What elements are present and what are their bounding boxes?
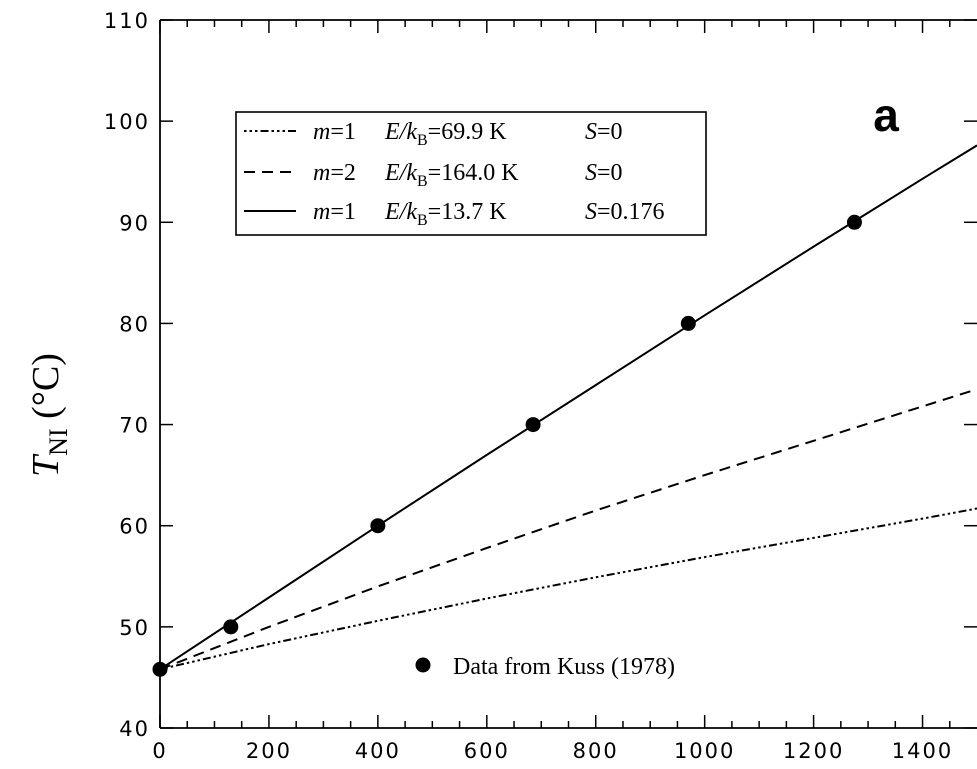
series-line-dashed bbox=[159, 388, 977, 671]
x-tick-label: 200 bbox=[246, 739, 292, 763]
legend-energy-label: E/kB=164.0 K bbox=[384, 160, 519, 190]
data-point bbox=[223, 619, 239, 635]
data-point bbox=[370, 518, 386, 534]
data-point bbox=[152, 661, 168, 677]
legend-s-label: S=0 bbox=[585, 160, 623, 186]
legend-box bbox=[235, 111, 707, 236]
y-tick-label: 40 bbox=[119, 717, 150, 741]
axis-tick-labels: 0 200 400 600 800 1000 1200 1400 40 50 60 70 80 90 100… bbox=[104, 9, 953, 763]
series-line-dashdot bbox=[159, 507, 977, 671]
panel-label: a bbox=[873, 89, 899, 141]
data-legend: Data from Kuss (1978) bbox=[415, 654, 675, 680]
data-point bbox=[680, 315, 696, 331]
legend-energy-label: E/kB=69.9 K bbox=[384, 119, 507, 149]
legend-m-label: m=1 bbox=[313, 199, 356, 225]
legend-m-label: m=2 bbox=[313, 160, 356, 186]
y-axis-label: TNI (°C) bbox=[25, 353, 73, 477]
x-tick-label: 1200 bbox=[783, 739, 844, 763]
data-point bbox=[525, 417, 541, 433]
x-tick-label: 1400 bbox=[892, 739, 953, 763]
y-tick-label: 110 bbox=[104, 9, 150, 33]
data-markers bbox=[152, 214, 862, 677]
legend-energy-label: E/kB=13.7 K bbox=[384, 199, 507, 229]
data-legend-label: Data from Kuss (1978) bbox=[453, 654, 675, 680]
x-tick-label: 800 bbox=[573, 739, 619, 763]
x-tick-label: 400 bbox=[355, 739, 401, 763]
y-tick-label: 70 bbox=[119, 414, 150, 438]
legend-s-label: S=0 bbox=[585, 119, 623, 145]
y-tick-label: 60 bbox=[119, 515, 150, 539]
x-tick-label: 600 bbox=[464, 739, 510, 763]
x-tick-label: 1000 bbox=[674, 739, 735, 763]
legend-m-label: m=1 bbox=[313, 119, 356, 145]
series-lines bbox=[159, 144, 977, 671]
y-tick-label: 80 bbox=[119, 312, 150, 336]
y-tick-label: 100 bbox=[104, 110, 150, 134]
series-line-solid bbox=[159, 144, 977, 671]
data-legend-marker bbox=[415, 657, 431, 673]
x-tick-label: 0 bbox=[152, 739, 167, 763]
y-tick-label: 50 bbox=[119, 616, 150, 640]
legend: m=1 E/kB=69.9 K S=0 m=2 E/kB=164.0 K S=0 m=1 E/… bbox=[235, 111, 707, 236]
y-tick-label: 90 bbox=[119, 211, 150, 235]
legend-s-label: S=0.176 bbox=[585, 199, 665, 225]
axis-ticks bbox=[159, 19, 977, 729]
data-point bbox=[846, 214, 862, 230]
